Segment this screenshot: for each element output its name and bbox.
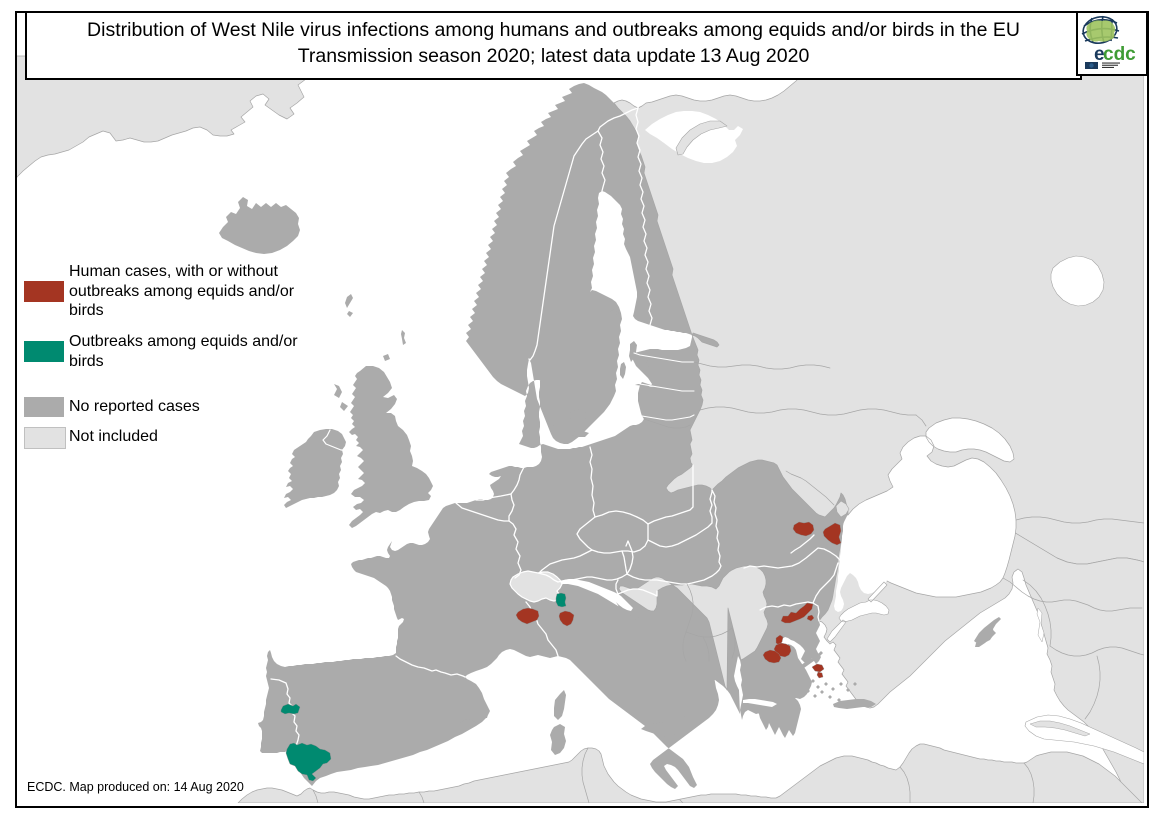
svg-text:e: e (1094, 44, 1105, 65)
svg-text:cdc: cdc (1103, 44, 1136, 65)
